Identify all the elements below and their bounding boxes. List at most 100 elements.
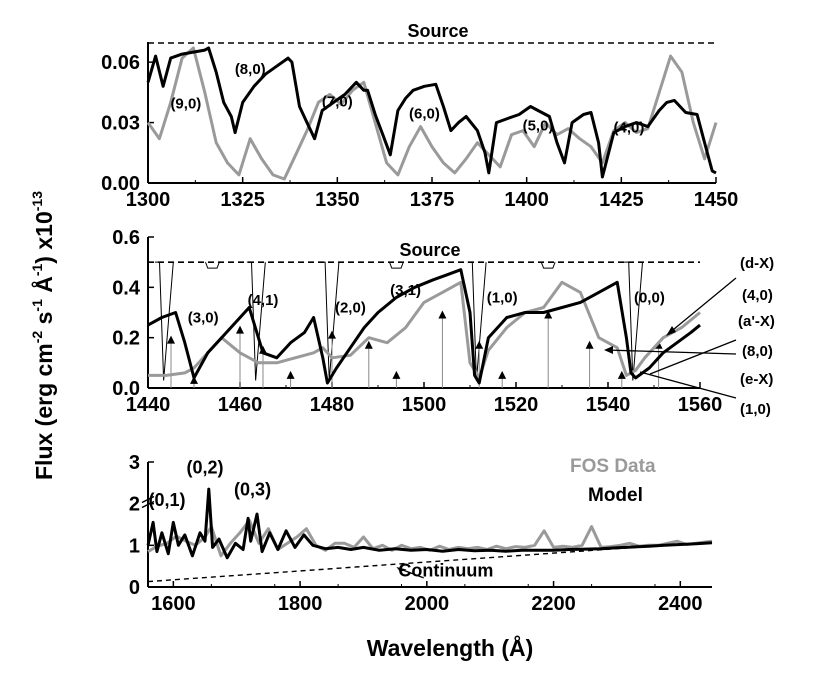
panel-bottom: 1600 1800 2000 2200 2400 0 1 2 3 (0,1)(0,2) (0,3) C… bbox=[129, 452, 713, 615]
band-label: (9,0) bbox=[170, 95, 201, 112]
pointer-e-x bbox=[639, 371, 737, 399]
y-tick-label: 0.00 bbox=[101, 173, 140, 195]
source-small-dip bbox=[540, 261, 556, 269]
x-tick-label: 1500 bbox=[402, 394, 447, 416]
continuum-pointer-head bbox=[396, 567, 407, 572]
source-absorption-dip bbox=[624, 261, 643, 381]
band-label: (7,0) bbox=[322, 93, 353, 110]
band-label: (1,0) bbox=[487, 289, 518, 306]
x-tick-label: 2200 bbox=[531, 593, 576, 615]
band-label: (6,0) bbox=[409, 106, 440, 123]
panel-middle: 1440 1460 1480 1500 1520 1540 1560 0.0 0.2 0.4 0.6… bbox=[112, 227, 722, 416]
side-label-4-0: (4,0) bbox=[742, 287, 773, 304]
pointer-8-0-head bbox=[604, 346, 613, 354]
side-label-e-x: (e-X) bbox=[740, 371, 773, 388]
line-marker-arrow bbox=[438, 310, 447, 319]
source-absorption-dip bbox=[467, 261, 487, 381]
pointer-d-x-head bbox=[666, 326, 676, 336]
band-label: (2,0) bbox=[335, 300, 366, 317]
series-model bbox=[146, 46, 717, 179]
line-marker-arrow bbox=[498, 370, 507, 379]
band-label: (8,0) bbox=[235, 61, 266, 78]
y-tick-label: 0.03 bbox=[101, 113, 140, 135]
band-label: (4,0) bbox=[613, 120, 644, 137]
line-marker-arrow bbox=[617, 370, 626, 379]
source-small-dip bbox=[205, 261, 220, 269]
line-marker-arrow bbox=[236, 325, 244, 334]
series-continuum bbox=[147, 541, 713, 583]
pointer-8-0 bbox=[605, 349, 737, 355]
side-label-8-0: (8,0) bbox=[742, 343, 773, 360]
y-tick-label: 1 bbox=[129, 535, 140, 557]
series-fos-data bbox=[148, 280, 701, 380]
band-label: Continuum bbox=[398, 561, 493, 581]
axis-break bbox=[141, 495, 155, 504]
source-label: Source bbox=[407, 21, 468, 41]
line-marker-arrow bbox=[167, 335, 175, 344]
x-tick-label: 1800 bbox=[278, 593, 323, 615]
line-marker-arrow bbox=[364, 340, 373, 349]
x-tick-label: 1375 bbox=[410, 189, 455, 211]
x-tick-label: 2400 bbox=[658, 593, 703, 615]
line-marker-arrow bbox=[475, 340, 484, 349]
pointer-a-x bbox=[649, 339, 737, 375]
side-label-1-0: (1,0) bbox=[740, 401, 771, 418]
x-tick-label: 1325 bbox=[220, 189, 265, 211]
source-small-dip bbox=[389, 261, 404, 269]
x-tick-label: 1450 bbox=[694, 189, 739, 211]
y-axis-label: Flux (erg cm-2 s-1 Å-1) x10-13 bbox=[29, 191, 57, 480]
band-label: (3,1) bbox=[390, 282, 421, 299]
x-tick-label: 1460 bbox=[218, 394, 263, 416]
band-label: (3,0) bbox=[188, 310, 219, 327]
legend: FOS Data Model bbox=[570, 456, 656, 506]
band-label: (4,1) bbox=[248, 292, 279, 309]
x-tick-label: 1600 bbox=[151, 593, 196, 615]
legend-model: Model bbox=[588, 485, 643, 506]
line-marker-arrow bbox=[585, 340, 594, 349]
source-absorption-dip bbox=[154, 261, 174, 381]
pointer-d-x bbox=[667, 277, 737, 335]
legend-fos-data: FOS Data bbox=[570, 456, 656, 477]
svg-text:Flux (erg cm-2 s-1 Å-1) x10-13: Flux (erg cm-2 s-1 Å-1) x10-13 bbox=[29, 191, 57, 480]
x-tick-label: 1480 bbox=[310, 394, 355, 416]
middle-side-labels: (d-X) (4,0) (a'-X) (8,0) (e-X) (1,0) bbox=[604, 255, 775, 418]
line-marker-arrow bbox=[286, 370, 295, 379]
x-tick-label: 1400 bbox=[504, 189, 549, 211]
x-axis-label: Wavelength (Å) bbox=[367, 634, 534, 661]
x-tick-label: 1540 bbox=[586, 394, 631, 416]
axis-break bbox=[141, 500, 155, 509]
y-tick-label: 0.0 bbox=[112, 378, 140, 400]
x-tick-label: 1560 bbox=[678, 394, 723, 416]
side-label-a-x: (a'-X) bbox=[738, 313, 775, 330]
series-model bbox=[146, 487, 713, 560]
x-tick-label: 1350 bbox=[315, 189, 360, 211]
band-label: (0,1) bbox=[149, 490, 186, 510]
x-tick-label: 2000 bbox=[405, 593, 450, 615]
source-label: Source bbox=[399, 240, 460, 260]
band-label: (5,0) bbox=[523, 118, 554, 135]
line-marker-arrow bbox=[328, 330, 336, 339]
y-tick-label: 0.06 bbox=[101, 52, 140, 74]
band-label: (0,0) bbox=[634, 289, 665, 306]
band-label: (0,2) bbox=[187, 458, 224, 478]
x-tick-label: 1300 bbox=[126, 189, 171, 211]
band-label: (0,3) bbox=[234, 479, 271, 499]
y-tick-label: 0.4 bbox=[112, 277, 141, 299]
y-tick-label: 0 bbox=[129, 577, 140, 599]
x-tick-label: 1425 bbox=[599, 189, 644, 211]
y-tick-label: 3 bbox=[129, 452, 140, 474]
series-model bbox=[147, 268, 701, 385]
line-marker-arrow bbox=[392, 370, 401, 379]
line-marker-arrow bbox=[544, 310, 553, 319]
x-tick-label: 1440 bbox=[126, 394, 171, 416]
panel-top: 1300 1325 1350 1375 1400 1425 1450 0.00 0.03 0.06… bbox=[101, 21, 738, 211]
y-tick-label: 0.6 bbox=[112, 227, 140, 249]
line-marker-arrow bbox=[190, 375, 198, 384]
source-absorption-dip bbox=[320, 261, 340, 381]
y-tick-label: 0.2 bbox=[112, 328, 140, 350]
x-tick-label: 1520 bbox=[494, 394, 539, 416]
series-fos-data bbox=[146, 46, 718, 181]
side-label-d-x: (d-X) bbox=[740, 255, 774, 272]
y-tick-label: 2 bbox=[129, 494, 140, 516]
